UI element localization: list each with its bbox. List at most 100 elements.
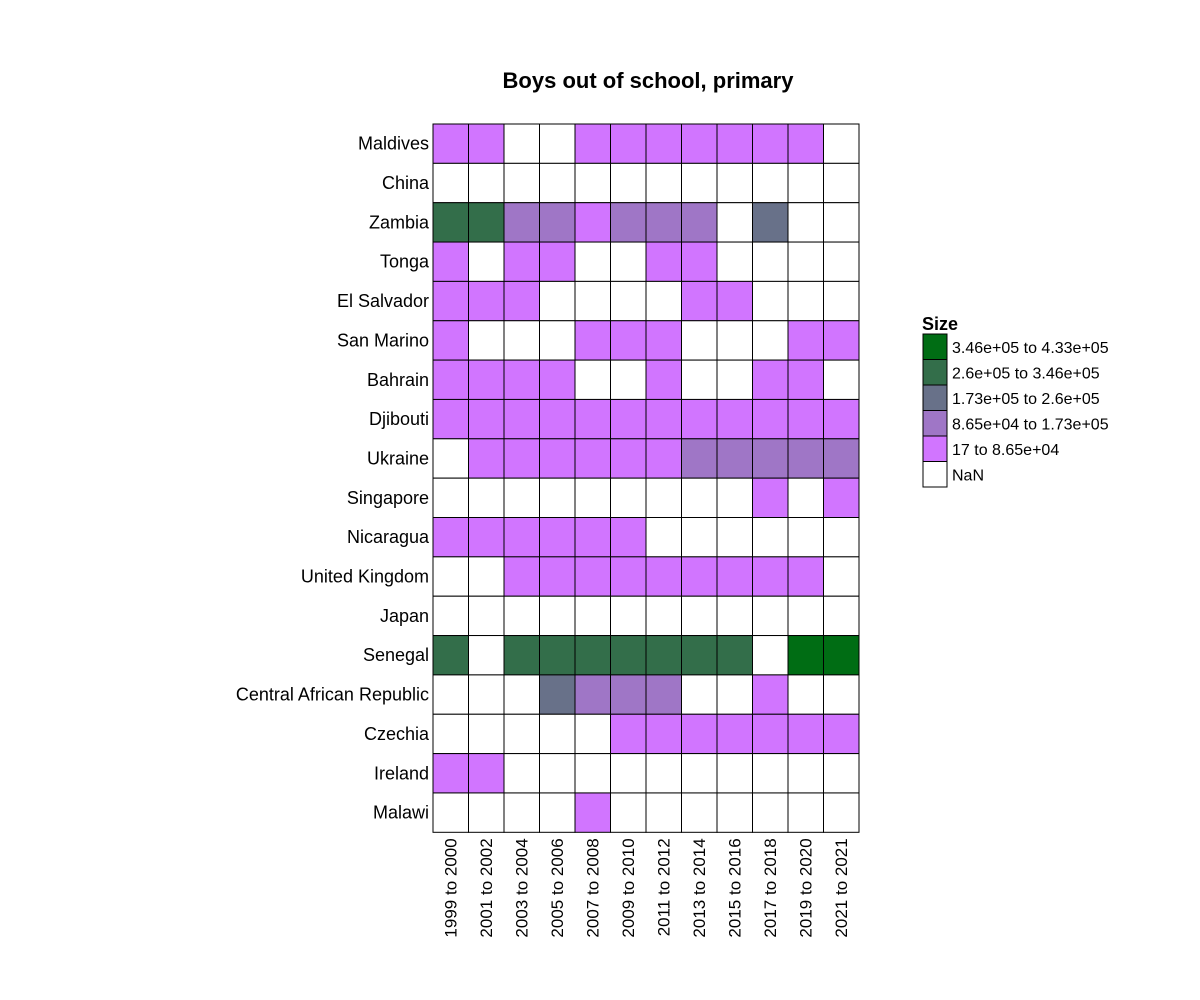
heatmap-cell (610, 123, 647, 164)
x-tick-label: 2009 to 2010 (619, 838, 638, 937)
heatmap-cell (468, 320, 505, 361)
heatmap-cell (752, 398, 789, 440)
heatmap-cell (468, 517, 505, 558)
heatmap-cell (610, 320, 647, 361)
heatmap-cell (539, 713, 576, 755)
heatmap-cell (610, 477, 647, 518)
heatmap-cell (432, 202, 469, 243)
heatmap-cell (539, 635, 576, 676)
heatmap-cell (752, 202, 789, 243)
heatmap-cell (574, 123, 611, 164)
heatmap-cell (610, 713, 647, 755)
heatmap-cell (787, 320, 824, 361)
heatmap-cell (432, 123, 469, 164)
heatmap-cell (823, 556, 860, 597)
heatmap-cell (645, 753, 682, 794)
heatmap-cell (468, 595, 505, 637)
heatmap-cell (645, 320, 682, 361)
heatmap-cell (468, 280, 505, 322)
heatmap-cell (787, 674, 824, 715)
heatmap-cell (539, 477, 576, 518)
legend-label: 2.6e+05 to 3.46e+05 (952, 365, 1100, 382)
heatmap-cell (645, 162, 682, 204)
heatmap-cell (716, 162, 753, 204)
heatmap-cell (574, 280, 611, 322)
heatmap-cell (468, 477, 505, 518)
heatmap-cell (432, 280, 469, 322)
heatmap-cell (645, 477, 682, 518)
y-tick-label: Nicaragua (347, 527, 430, 547)
heatmap-cell (468, 713, 505, 755)
heatmap-cell (645, 241, 682, 282)
heatmap-cell (539, 517, 576, 558)
heatmap-cell (574, 477, 611, 518)
heatmap-cell (539, 123, 576, 164)
heatmap-cell (468, 123, 505, 164)
heatmap-cell (645, 635, 682, 676)
heatmap-cell (787, 635, 824, 676)
heatmap-cell (503, 202, 540, 243)
heatmap-cell (681, 595, 718, 637)
heatmap-cell (787, 792, 824, 833)
heatmap-cell (503, 792, 540, 833)
heatmap-cell (823, 241, 860, 282)
heatmap-cell (752, 792, 789, 833)
heatmap-cell (681, 477, 718, 518)
legend-swatch (922, 410, 948, 437)
heatmap-cell (716, 398, 753, 440)
heatmap-cell (823, 792, 860, 833)
heatmap-cell (787, 517, 824, 558)
heatmap-cell (823, 595, 860, 637)
heatmap-cell (432, 359, 469, 400)
heatmap-cell (432, 753, 469, 794)
heatmap-cell (468, 202, 505, 243)
legend-swatch (922, 359, 948, 386)
heatmap-cell (787, 162, 824, 204)
heatmap-cell (432, 162, 469, 204)
heatmap-cell (574, 438, 611, 479)
heatmap-cell (503, 556, 540, 597)
heatmap-cell (716, 320, 753, 361)
heatmap-cell (610, 595, 647, 637)
heatmap-cell (823, 753, 860, 794)
heatmap-cell (681, 753, 718, 794)
heatmap-cell (681, 792, 718, 833)
x-tick-label: 2001 to 2002 (477, 838, 496, 937)
heatmap-cell (610, 280, 647, 322)
heatmap-cell (681, 438, 718, 479)
heatmap-cell (752, 713, 789, 755)
heatmap-cell (681, 123, 718, 164)
heatmap-cell (468, 438, 505, 479)
heatmap-cell (574, 713, 611, 755)
x-tick-label: 2015 to 2016 (726, 838, 745, 937)
y-tick-label: Malawi (373, 803, 429, 823)
heatmap-cell (432, 713, 469, 755)
heatmap-cell (432, 398, 469, 440)
heatmap-cell (503, 477, 540, 518)
heatmap-cell (823, 398, 860, 440)
heatmap-cell (752, 595, 789, 637)
heatmap-cell (432, 517, 469, 558)
y-tick-label: Maldives (358, 134, 429, 154)
heatmap-cell (645, 123, 682, 164)
heatmap-cell (539, 202, 576, 243)
x-tick-label: 2007 to 2008 (584, 838, 603, 937)
heatmap-cell (610, 359, 647, 400)
heatmap-cell (752, 241, 789, 282)
heatmap-cell (432, 635, 469, 676)
heatmap-cell (432, 477, 469, 518)
heatmap-cell (539, 556, 576, 597)
heatmap-cell (468, 792, 505, 833)
heatmap-cell (539, 438, 576, 479)
heatmap-cell (752, 320, 789, 361)
heatmap-cell (574, 162, 611, 204)
heatmap-cell (787, 359, 824, 400)
heatmap-cell (432, 320, 469, 361)
heatmap-cell (716, 241, 753, 282)
heatmap-cell (574, 595, 611, 637)
heatmap-cell (716, 477, 753, 518)
heatmap-cell (610, 753, 647, 794)
heatmap-cell (432, 556, 469, 597)
y-tick-label: China (382, 173, 430, 193)
heatmap-cell (752, 753, 789, 794)
